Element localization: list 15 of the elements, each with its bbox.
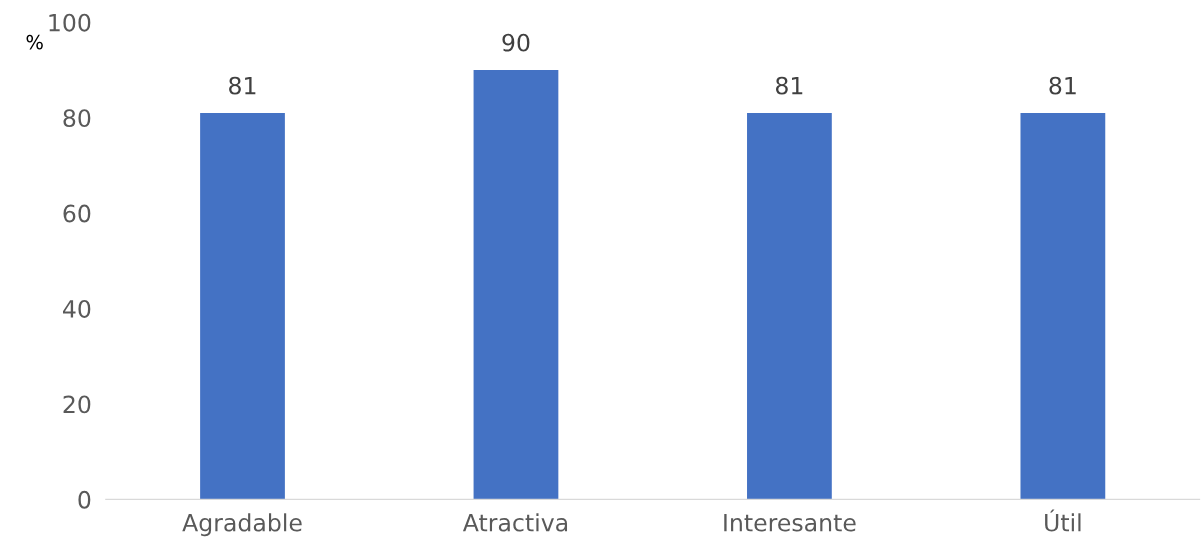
data-label: 81: [775, 76, 803, 95]
y-tick-label: 40: [63, 300, 91, 318]
x-tick-label: Útil: [1045, 509, 1081, 532]
y-tick-label: 60: [63, 204, 91, 223]
x-tick-label: Atractiva: [462, 513, 568, 532]
y-tick-label: 80: [63, 109, 91, 128]
data-label: 81: [1049, 76, 1076, 95]
data-label: 90: [502, 33, 530, 52]
y-tick-label: 100: [49, 13, 91, 32]
data-label: 81: [229, 76, 256, 95]
y-tick-label: 20: [63, 395, 91, 414]
y-axis-title: %: [26, 34, 43, 50]
x-tick-label: Agradable: [182, 513, 302, 537]
y-tick-label: 0: [78, 490, 91, 509]
x-tick-label: Interesante: [724, 514, 856, 532]
